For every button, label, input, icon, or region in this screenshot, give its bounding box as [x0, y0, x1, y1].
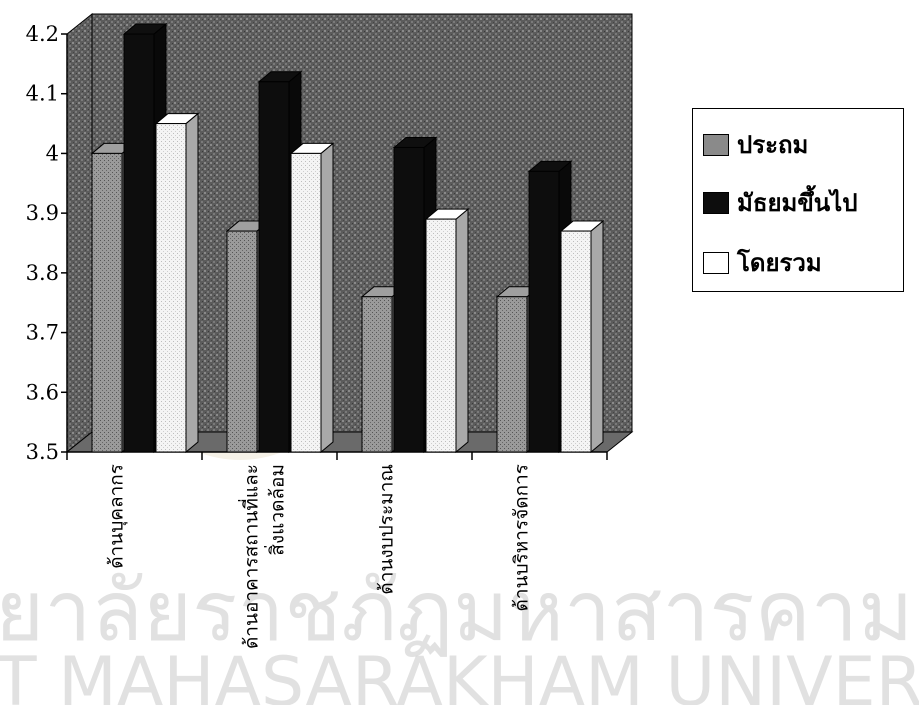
- y-tick-label: 3.7: [26, 321, 59, 345]
- y-tick-label: 4.1: [26, 82, 59, 106]
- legend-item-overall: โดยรวม: [703, 243, 822, 282]
- bar: [424, 208, 470, 454]
- legend-swatch-primary: [703, 133, 729, 156]
- bar: [154, 112, 200, 454]
- bar-front: [290, 152, 322, 453]
- bar-front: [560, 230, 592, 453]
- legend-label-secondary: มัธยมขึ้นไป: [737, 188, 858, 217]
- category-label: ด้านงบประมาณ: [376, 464, 398, 595]
- bar-front: [123, 33, 155, 453]
- category-label: ด้านอาคารสถานที่และ: [238, 464, 263, 649]
- bar-front: [528, 170, 560, 453]
- legend-item-secondary: มัธยมขึ้นไป: [703, 183, 857, 222]
- bar-front: [425, 218, 457, 453]
- legend-swatch-overall: [703, 251, 729, 274]
- legend-swatch-secondary: [703, 191, 729, 214]
- category-label: ด้านบริหารจัดการ: [511, 464, 533, 612]
- y-tick-label: 3.9: [26, 201, 59, 225]
- legend-item-primary: ประถม: [703, 125, 808, 164]
- bar-front: [393, 146, 425, 453]
- legend: ประถม มัธยมขึ้นไป โดยรวม: [692, 108, 904, 292]
- y-tick-label: 3.5: [26, 440, 59, 464]
- bar-front: [258, 81, 290, 453]
- y-axis: 3.5 3.6 3.7 3.8 3.9 4 4.1 4.2: [26, 22, 68, 464]
- bar-side: [320, 142, 334, 454]
- y-tick-label: 4.2: [26, 22, 59, 46]
- category-label: สิ่งแวดล้อม: [264, 464, 289, 556]
- bar-side: [455, 208, 469, 454]
- watermark-english: T MAHASARAKHAM UNIVERSITY: [0, 643, 919, 705]
- bars: [90, 22, 605, 454]
- bar-side: [590, 219, 604, 454]
- bar-side: [185, 112, 199, 454]
- bar-front: [91, 152, 123, 453]
- plot-side-wall: [66, 12, 93, 454]
- bar-front: [155, 123, 187, 453]
- bar-front: [361, 296, 393, 453]
- bar-front: [226, 230, 258, 453]
- watermark-thai: ยาลัยราชภัฏมหาสารคาม: [0, 562, 913, 660]
- bar: [289, 142, 335, 454]
- y-tick-label: 4: [46, 141, 59, 165]
- bar: [559, 219, 605, 454]
- legend-label-primary: ประถม: [737, 130, 809, 159]
- category-labels: ด้านบุคลากร ด้านอาคารสถานที่และ สิ่งแวดล้อ…: [106, 464, 533, 649]
- y-tick-label: 3.8: [26, 261, 59, 285]
- category-label: ด้านบุคลากร: [106, 464, 129, 569]
- x-axis: [66, 451, 608, 460]
- bar-front: [496, 296, 528, 453]
- y-tick-label: 3.6: [26, 380, 59, 404]
- legend-label-overall: โดยรวม: [737, 248, 822, 277]
